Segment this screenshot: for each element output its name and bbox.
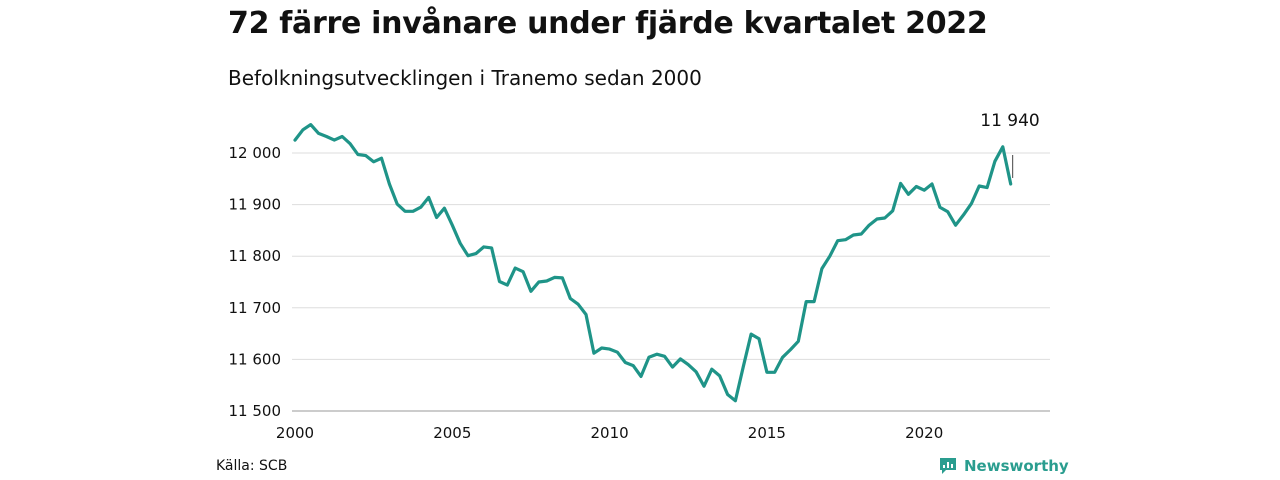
x-tick-label: 2020 [905, 424, 943, 442]
y-axis-tick-labels: 11 500 11 600 11 700 11 800 11 900 12 000 [229, 144, 282, 420]
series-line [293, 123, 1013, 403]
newsworthy-logo-icon [940, 458, 956, 474]
annotations: 11 940 [980, 111, 1040, 178]
x-tick-label: 2010 [590, 424, 628, 442]
x-axis-tick-labels: 2000 2005 2010 2015 2020 [276, 424, 943, 442]
chart-subtitle: Befolkningsutvecklingen i Tranemo sedan … [228, 66, 702, 90]
x-tick-label: 2015 [748, 424, 786, 442]
brand-logo[interactable]: Newsworthy [938, 456, 1069, 476]
x-tick-label: 2000 [276, 424, 314, 442]
end-value-label: 11 940 [980, 111, 1039, 131]
chart-title: 72 färre invånare under fjärde kvartalet… [228, 6, 988, 41]
y-tick-label: 11 800 [229, 247, 282, 265]
gridlines [292, 152, 1050, 412]
x-tick-label: 2005 [433, 424, 471, 442]
y-tick-label: 11 500 [229, 402, 282, 420]
y-tick-label: 12 000 [229, 144, 282, 162]
y-tick-label: 11 600 [229, 350, 282, 368]
y-tick-label: 11 900 [229, 196, 282, 214]
series-group [293, 123, 1013, 403]
brand-name: Newsworthy [964, 457, 1069, 475]
source-note: Källa: SCB [216, 458, 288, 474]
y-tick-label: 11 700 [229, 299, 282, 317]
